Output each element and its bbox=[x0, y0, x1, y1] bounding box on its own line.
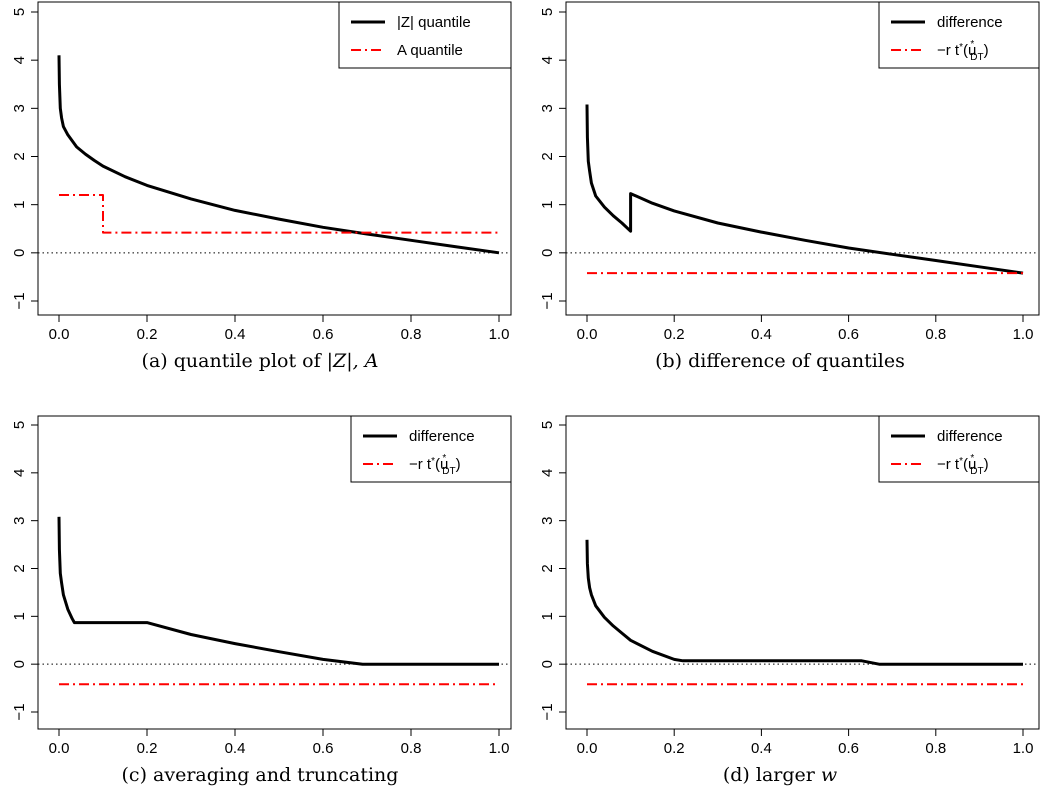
plot-frame bbox=[37, 1, 512, 316]
x-tick-label: 1.0 bbox=[489, 740, 510, 757]
panel-c: 0.0 0.2 0.4 0.6 0.8 1.0 −1 0 1 2 3 4 5 difference −r t… bbox=[11, 415, 512, 757]
x-tick-label: 0.4 bbox=[751, 326, 772, 343]
y-tick-label: −1 bbox=[539, 703, 556, 720]
y-tick-label: 4 bbox=[539, 469, 556, 477]
y-tick-label: 2 bbox=[539, 152, 556, 160]
x-tick-label: 0.0 bbox=[577, 740, 598, 757]
legend-box bbox=[878, 415, 1040, 483]
x-tick-label: 0.8 bbox=[401, 326, 422, 343]
y-tick-label: 4 bbox=[11, 469, 28, 477]
legend-box bbox=[350, 415, 512, 483]
x-tick-label: 1.0 bbox=[1013, 326, 1034, 343]
y-tick-label: 3 bbox=[11, 104, 28, 112]
y-tick-label: 2 bbox=[11, 564, 28, 572]
y-tick-label: 2 bbox=[11, 152, 28, 160]
caption-c-text: (c) averaging and truncating bbox=[121, 764, 399, 786]
legend-label: −r t*(u* DT) bbox=[409, 453, 461, 477]
y-tick-label: 1 bbox=[539, 612, 556, 620]
y-tick-label: 2 bbox=[539, 564, 556, 572]
plot-frame bbox=[565, 415, 1040, 730]
y-tick-label: 4 bbox=[11, 56, 28, 64]
panel-a: 0.0 0.2 0.4 0.6 0.8 1.0 −1 0 1 2 3 4 5 |Z| quantile A … bbox=[11, 1, 512, 343]
x-tick-label: 0.6 bbox=[838, 326, 859, 343]
y-tick-label: 4 bbox=[539, 56, 556, 64]
legend: difference −r t*(u* DT) bbox=[878, 415, 1040, 483]
legend-label: A quantile bbox=[397, 42, 463, 59]
y-tick-label: −1 bbox=[11, 292, 28, 309]
y-tick-label: 5 bbox=[539, 421, 556, 429]
plot-frame bbox=[565, 1, 1040, 316]
legend: difference −r t*(u* DT) bbox=[350, 415, 512, 483]
x-tick-label: 0.8 bbox=[401, 740, 422, 757]
reference-series-line bbox=[59, 194, 499, 234]
caption-c: (c) averaging and truncating bbox=[0, 764, 520, 786]
legend-label: difference bbox=[937, 14, 1003, 31]
legend-label: −r t*(u* DT) bbox=[937, 453, 989, 477]
x-tick-label: 0.0 bbox=[49, 740, 70, 757]
panel-b: 0.0 0.2 0.4 0.6 0.8 1.0 −1 0 1 2 3 4 5 difference −r t… bbox=[539, 1, 1040, 343]
x-tick-label: 0.6 bbox=[313, 326, 334, 343]
x-tick-label: 0.8 bbox=[925, 740, 946, 757]
x-tick-label: 0.2 bbox=[137, 326, 158, 343]
x-tick-label: 0.4 bbox=[751, 740, 772, 757]
x-tick-label: 1.0 bbox=[1013, 740, 1034, 757]
legend-box bbox=[878, 1, 1040, 69]
y-tick-label: 3 bbox=[11, 516, 28, 524]
x-tick-label: 0.0 bbox=[577, 326, 598, 343]
x-tick-label: 0.6 bbox=[313, 740, 334, 757]
caption-d: (d) larger w bbox=[520, 764, 1040, 786]
main-series-line bbox=[57, 516, 499, 666]
y-tick-label: 5 bbox=[11, 421, 28, 429]
legend-label: difference bbox=[409, 428, 475, 445]
caption-d-math: w bbox=[820, 764, 838, 786]
plot-frame bbox=[37, 415, 512, 730]
caption-a: (a) quantile plot of |Z|, A bbox=[0, 350, 520, 372]
y-tick-label: 5 bbox=[11, 8, 28, 16]
y-tick-label: 0 bbox=[11, 660, 28, 668]
y-tick-label: 5 bbox=[539, 8, 556, 16]
x-tick-label: 0.8 bbox=[925, 326, 946, 343]
main-series-line bbox=[585, 104, 1024, 275]
x-tick-label: 0.2 bbox=[137, 740, 158, 757]
legend-label: |Z| quantile bbox=[397, 14, 471, 31]
y-tick-label: 0 bbox=[11, 249, 28, 257]
main-series-line bbox=[57, 55, 500, 255]
main-series-line bbox=[585, 539, 1023, 666]
x-tick-label: 0.0 bbox=[49, 326, 70, 343]
caption-b-text: (b) difference of quantiles bbox=[655, 350, 905, 372]
caption-a-math: |Z|, A bbox=[326, 350, 379, 372]
y-tick-label: 0 bbox=[539, 249, 556, 257]
caption-b: (b) difference of quantiles bbox=[520, 350, 1040, 372]
y-tick-label: 3 bbox=[539, 516, 556, 524]
y-tick-label: 1 bbox=[11, 200, 28, 208]
y-tick-label: −1 bbox=[11, 703, 28, 720]
x-tick-label: 0.2 bbox=[664, 326, 685, 343]
x-tick-label: 0.2 bbox=[664, 740, 685, 757]
panel-d: 0.0 0.2 0.4 0.6 0.8 1.0 −1 0 1 2 3 4 5 difference −r t… bbox=[539, 415, 1040, 757]
legend-label: −r t*(u* DT) bbox=[937, 39, 989, 63]
y-tick-label: −1 bbox=[539, 292, 556, 309]
caption-d-prefix: (d) larger bbox=[722, 764, 821, 786]
y-tick-label: 1 bbox=[539, 200, 556, 208]
legend-box bbox=[338, 1, 512, 69]
y-tick-label: 3 bbox=[539, 104, 556, 112]
legend: difference −r t*(u* DT) bbox=[878, 1, 1040, 69]
legend: |Z| quantile A quantile bbox=[338, 1, 512, 69]
x-tick-label: 0.4 bbox=[225, 326, 246, 343]
x-tick-label: 0.4 bbox=[225, 740, 246, 757]
y-tick-label: 0 bbox=[539, 660, 556, 668]
legend-label: difference bbox=[937, 428, 1003, 445]
x-tick-label: 0.6 bbox=[838, 740, 859, 757]
x-tick-label: 1.0 bbox=[489, 326, 510, 343]
caption-a-prefix: (a) quantile plot of bbox=[141, 350, 327, 372]
y-tick-label: 1 bbox=[11, 612, 28, 620]
